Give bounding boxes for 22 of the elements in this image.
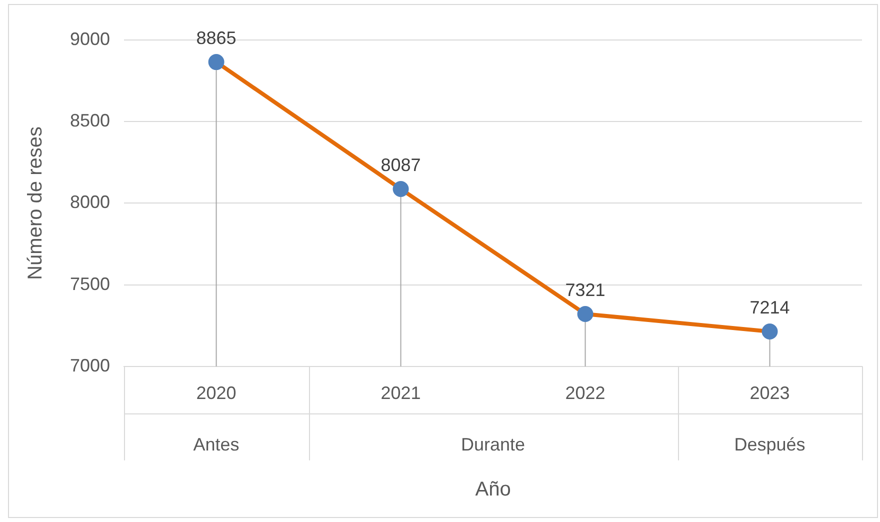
x-tick-label: 2023 <box>750 383 790 404</box>
y-tick-label: 8000 <box>70 192 110 212</box>
data-label: 7321 <box>565 280 606 300</box>
x-axis-title: Año <box>475 478 511 501</box>
y-tick-label: 7500 <box>70 274 110 294</box>
text: Después <box>734 434 806 454</box>
point <box>762 323 778 340</box>
text: Antes <box>193 434 240 454</box>
y-axis-title: Número de reses <box>24 126 47 280</box>
x-tick-label: 2020 <box>196 383 236 404</box>
data-label: 8087 <box>380 155 421 175</box>
point <box>208 54 224 70</box>
text: Durante <box>461 434 526 454</box>
y-tick-label: 8500 <box>70 110 110 131</box>
data-label: 8865 <box>196 28 236 48</box>
point <box>577 306 594 322</box>
y-tick-label: 7000 <box>70 355 110 376</box>
y-tick-label: 9000 <box>70 28 110 49</box>
data-label: 7214 <box>750 297 790 318</box>
x-tick-label: 2022 <box>565 383 606 404</box>
x-tick-label: 2021 <box>380 383 421 404</box>
point <box>392 181 409 197</box>
